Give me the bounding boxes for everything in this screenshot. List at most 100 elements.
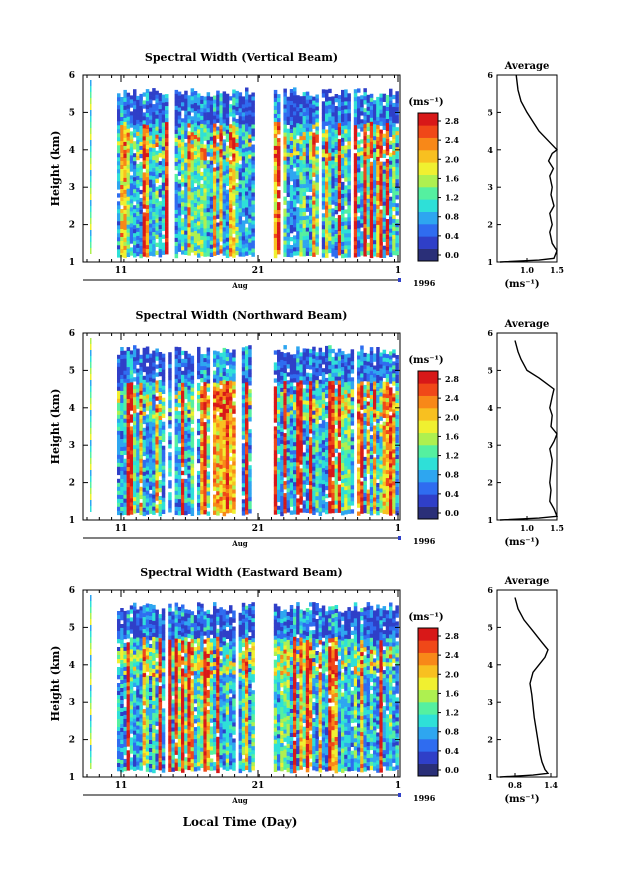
heatmap-cell [277,214,281,219]
heatmap-cell [142,503,147,509]
heatmap-cell [190,96,195,101]
heatmap-cell [193,195,198,200]
heatmap-cell [315,154,319,159]
heatmap-cell [363,92,367,97]
heatmap-cell [213,498,217,503]
heatmap-cell [203,232,207,237]
heatmap-cell [155,94,159,99]
heatmap-cell [206,176,211,181]
heatmap-cell [382,197,387,202]
heatmap-cell [117,129,121,134]
heatmap-cell [248,481,252,486]
heatmap-cell [222,363,227,369]
heatmap-cell [341,137,345,143]
heatmap-cell [174,101,179,107]
heatmap-cell [136,187,140,193]
heatmap-cell [174,426,179,432]
heatmap-cell [142,220,147,225]
heatmap-cell [145,249,150,254]
heatmap-cell [248,234,252,239]
heatmap-cell [209,216,214,221]
heatmap-cell [209,164,214,169]
heatmap-cell [149,385,153,390]
heatmap-cell [174,93,179,99]
heatmap-cell [203,510,207,515]
heatmap-cell [229,376,233,381]
heatmap-cell [203,200,207,205]
heatmap-cell [142,411,147,417]
heatmap-cell [158,193,163,198]
heatmap-cell [232,209,236,214]
heatmap-cell [283,152,287,157]
heatmap-cell [321,161,326,166]
heatmap-cell [286,136,291,141]
heatmap-cell [241,447,246,452]
heatmap-cell [133,165,137,170]
heatmap-cell [126,479,131,484]
heatmap-cell [232,489,236,494]
heatmap-cell [379,193,383,198]
heatmap-cell [229,420,233,425]
heatmap-cell [152,398,156,403]
heatmap-cell [283,164,287,169]
heatmap-cell [245,470,249,475]
heatmap-cell [133,481,137,486]
heatmap-cell [369,209,374,215]
heatmap-cell [334,218,339,223]
heatmap-cell [219,93,223,98]
heatmap-cell [302,244,307,249]
heatmap-cell [120,495,124,500]
heatmap-cell [126,387,131,392]
heatmap-cell [232,185,236,190]
heatmap-cell [200,474,204,479]
heatmap-cell [184,126,188,131]
heatmap-cell [241,487,246,492]
month-axis-end-marker [398,278,401,282]
heatmap-cell [177,395,182,400]
heatmap-cell [325,205,329,210]
heatmap-cell [363,228,367,233]
heatmap-cell [133,189,137,194]
heatmap-cell [251,92,255,97]
heatmap-cell [203,192,207,197]
heatmap-cell [155,476,159,481]
heatmap-cell [145,97,150,102]
heatmap-cell [286,356,291,361]
heatmap-cell [136,203,140,209]
heatmap-cell [129,354,134,359]
heatmap-cell [302,252,307,257]
heatmap-cell [126,228,131,233]
heatmap-cell [139,173,143,179]
heatmap-cell [245,386,249,391]
heatmap-cell [309,251,313,256]
heatmap-cell [90,152,92,158]
heatmap-cell [136,239,140,245]
heatmap-cell [315,110,319,115]
heatmap-cell [395,155,399,160]
heatmap-cell [222,247,227,252]
heatmap-cell [90,80,92,86]
heatmap-cell [389,212,393,217]
heatmap-cell [366,118,371,124]
heatmap-cell [366,174,371,180]
heatmap-cell [177,499,182,504]
heatmap-cell [376,144,380,150]
heatmap-cell [385,207,390,212]
heatmap-cell [251,240,255,245]
heatmap-cell [392,130,396,136]
heatmap-cell [209,176,214,181]
heatmap-cell [120,491,124,496]
heatmap-cell [206,435,211,440]
heatmap-cell [238,152,243,157]
colorbar-segment [418,187,438,200]
heatmap-cell [353,141,358,146]
heatmap-cell [123,209,127,215]
heatmap-cell [392,126,396,132]
heatmap-cell [184,498,188,504]
heatmap-cell [200,482,204,487]
heatmap-cell [142,232,147,237]
heatmap-cell [309,187,313,192]
heatmap-cell [213,215,217,220]
heatmap-cell [363,200,367,205]
heatmap-cell [382,249,387,254]
